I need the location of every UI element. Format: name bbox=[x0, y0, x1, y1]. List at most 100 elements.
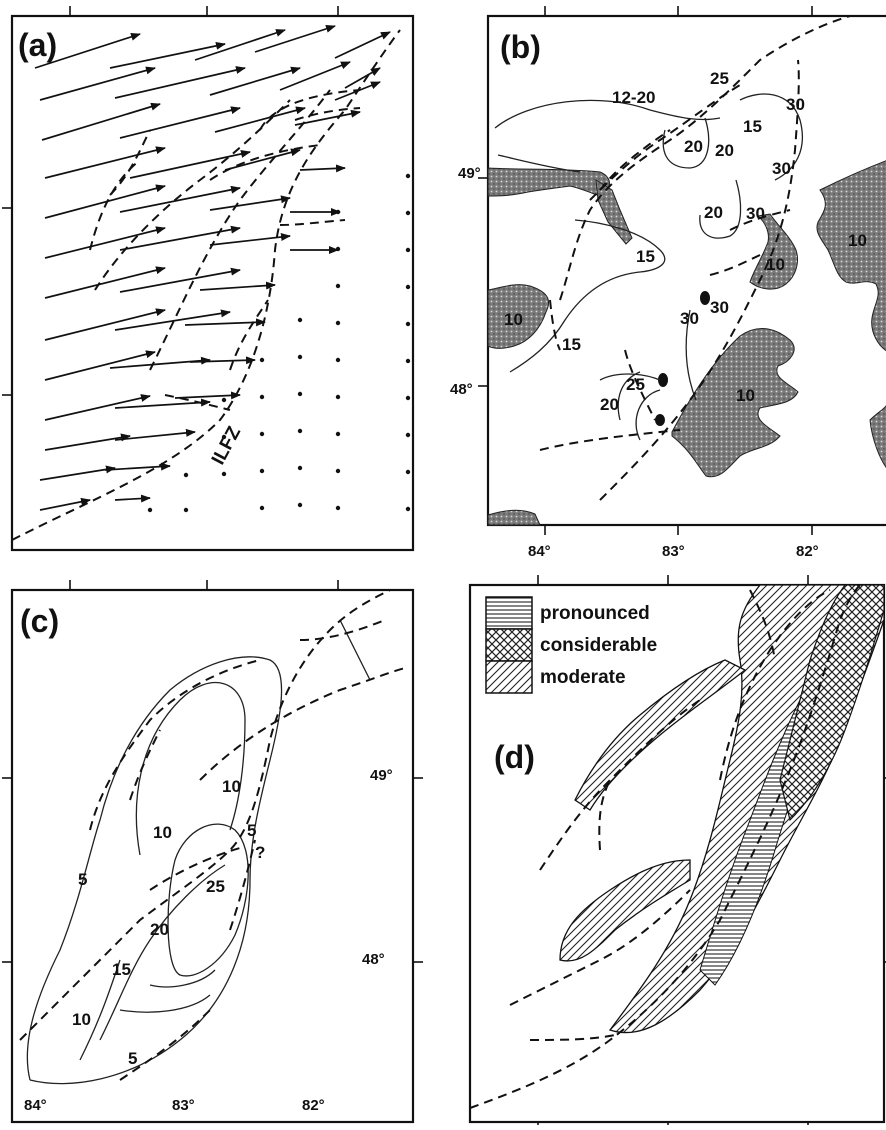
panel-b-contours bbox=[494, 93, 804, 441]
zero-velocity-dot bbox=[335, 209, 341, 215]
zero-velocity-dot bbox=[335, 394, 341, 400]
velocity-arrow bbox=[114, 309, 231, 331]
panel-d: pronounced considerable moderate (d) bbox=[468, 575, 886, 1130]
velocity-arrow bbox=[114, 494, 151, 503]
panel-c-lat-48: 48° bbox=[362, 951, 385, 968]
contour-label: 10 bbox=[504, 310, 523, 329]
contour-label: 30 bbox=[746, 204, 765, 223]
velocity-arrow bbox=[39, 465, 116, 481]
contour-label: 10 bbox=[222, 777, 241, 796]
zero-velocity-dot bbox=[335, 283, 341, 289]
legend-swatch-moderate bbox=[485, 660, 533, 694]
velocity-arrow bbox=[119, 267, 241, 293]
contour-label: 12-20 bbox=[612, 88, 655, 107]
zero-velocity-dot bbox=[183, 472, 189, 478]
velocity-arrow bbox=[199, 281, 276, 291]
velocity-arrow bbox=[44, 184, 166, 219]
panel-d-frame bbox=[468, 583, 886, 1124]
zero-velocity-dot bbox=[335, 246, 341, 252]
panel-c-lon-82: 82° bbox=[302, 1097, 325, 1114]
velocity-arrow bbox=[129, 149, 251, 179]
zero-velocity-dot bbox=[405, 469, 411, 475]
panel-c-lon-83: 83° bbox=[172, 1097, 195, 1114]
contour-label: 5 bbox=[78, 870, 87, 889]
zero-velocity-dot bbox=[297, 391, 303, 397]
zero-velocity-dot bbox=[405, 358, 411, 364]
legend-pronounced: pronounced bbox=[540, 603, 650, 624]
panel-c-lon-84: 84° bbox=[24, 1097, 47, 1114]
panel-b-lat-49: 49° bbox=[458, 165, 481, 182]
panel-a-label: (a) bbox=[18, 27, 57, 63]
zero-velocity-dot bbox=[335, 320, 341, 326]
velocity-arrow bbox=[174, 391, 241, 400]
velocity-arrow bbox=[119, 106, 241, 139]
contour-label: 15 bbox=[562, 335, 581, 354]
velocity-arrow bbox=[194, 29, 286, 61]
zero-velocity-dot bbox=[297, 428, 303, 434]
velocity-arrow bbox=[299, 164, 346, 173]
legend-considerable: considerable bbox=[540, 635, 657, 656]
contour-label: 10 bbox=[766, 255, 785, 274]
zero-velocity-dot bbox=[259, 357, 265, 363]
zero-velocity-dot bbox=[259, 394, 265, 400]
velocity-arrow bbox=[44, 394, 151, 421]
velocity-arrow bbox=[34, 32, 141, 69]
velocity-arrow bbox=[44, 266, 166, 299]
contour-label: 30 bbox=[786, 95, 805, 114]
contour-label: 10 bbox=[153, 823, 172, 842]
contour-label: 10 bbox=[736, 386, 755, 405]
contour-label: ? bbox=[255, 843, 265, 862]
zero-velocity-dot bbox=[221, 397, 227, 403]
velocity-arrow bbox=[209, 233, 291, 246]
zero-velocity-dot bbox=[297, 502, 303, 508]
velocity-arrow bbox=[39, 497, 91, 511]
legend-swatch-considerable bbox=[485, 628, 533, 662]
zero-velocity-dot bbox=[259, 431, 265, 437]
zero-velocity-dot bbox=[147, 507, 153, 513]
contour-label: 20 bbox=[150, 920, 169, 939]
panel-c-faults bbox=[19, 589, 406, 1081]
zero-velocity-dot bbox=[297, 354, 303, 360]
velocity-arrow bbox=[44, 433, 131, 451]
zero-velocity-dot bbox=[405, 506, 411, 512]
velocity-arrow bbox=[119, 185, 241, 213]
panel-c-contour-labels: 10 10 5? 5 25 20 15 10 5 bbox=[72, 777, 265, 1068]
velocity-arrow bbox=[44, 308, 166, 341]
contour-label: 15 bbox=[636, 247, 655, 266]
contour-label: 20 bbox=[715, 141, 734, 160]
velocity-arrow bbox=[114, 398, 211, 409]
zero-velocity-dot bbox=[405, 284, 411, 290]
zero-velocity-dot bbox=[405, 395, 411, 401]
zero-velocity-dot bbox=[297, 465, 303, 471]
velocity-arrow bbox=[189, 356, 256, 365]
panel-b-label: (b) bbox=[500, 29, 541, 65]
velocity-arrow bbox=[41, 102, 161, 141]
velocity-arrow bbox=[344, 67, 381, 89]
contour-label: 25 bbox=[206, 877, 225, 896]
panel-b: (b) bbox=[450, 6, 886, 560]
contour-label: 5 bbox=[247, 821, 256, 840]
velocity-arrow bbox=[104, 462, 171, 471]
zero-velocity-dot bbox=[405, 210, 411, 216]
velocity-arrow bbox=[44, 146, 166, 179]
panel-b-stippled-regions bbox=[487, 160, 886, 526]
panel-b-ticks bbox=[478, 6, 813, 535]
contour-label: 20 bbox=[704, 203, 723, 222]
contour-label: 25 bbox=[626, 375, 645, 394]
velocity-arrow bbox=[294, 109, 361, 126]
panel-d-legend: pronounced considerable moderate bbox=[485, 596, 657, 694]
contour-label: 30 bbox=[772, 159, 791, 178]
panel-b-lat-48: 48° bbox=[450, 381, 473, 398]
contour-label: 10 bbox=[72, 1010, 91, 1029]
velocity-arrow bbox=[114, 428, 196, 441]
velocity-arrow bbox=[209, 66, 301, 96]
panel-c-ticks bbox=[2, 580, 423, 963]
zero-velocity-dot bbox=[405, 432, 411, 438]
contour-label: 30 bbox=[680, 309, 699, 328]
velocity-arrow bbox=[114, 66, 246, 99]
panel-b-frame bbox=[486, 14, 886, 527]
legend-moderate: moderate bbox=[540, 667, 626, 688]
contour-label: 20 bbox=[600, 395, 619, 414]
zero-velocity-dot bbox=[183, 507, 189, 513]
